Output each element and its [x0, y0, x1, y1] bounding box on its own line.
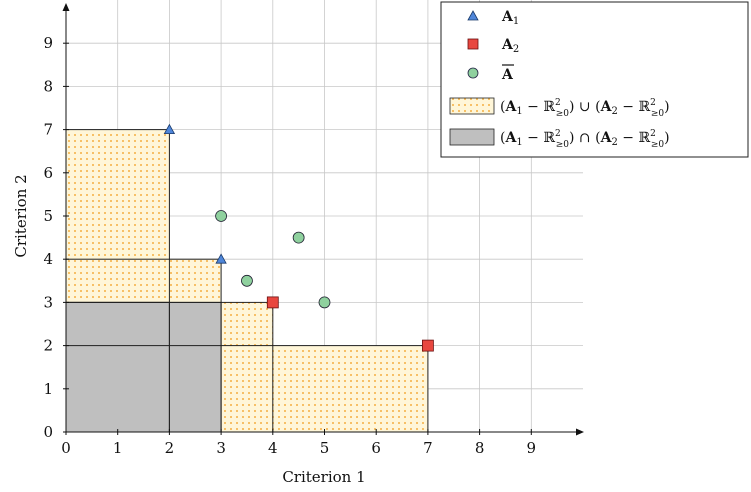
- y-tick-label: 8: [43, 77, 53, 95]
- y-tick-label: 7: [43, 121, 53, 139]
- point-abar: [215, 210, 228, 222]
- tick-labels: 0 1 2 3 4 5 6 7 8 9 0 1 2 3 4 5 6 7 8 9: [43, 34, 536, 457]
- y-axis-arrow: [62, 3, 70, 11]
- x-tick-label: 6: [371, 439, 381, 457]
- regions: [65, 129, 429, 433]
- legend-label-abar: A: [501, 67, 514, 83]
- x-tick-label: 2: [165, 439, 175, 457]
- legend: A1 A2 A (A1 − ℝ2 ≥0) ∪ (A2 − ℝ2 ≥0) (A1 − …: [440, 1, 749, 158]
- axes: [62, 3, 584, 436]
- data-points: [163, 123, 434, 352]
- legend-intersection-swatch: [449, 128, 495, 146]
- point-a2: [421, 339, 434, 352]
- legend-item-intersection: (A1 − ℝ2 ≥0) ∩ (A2 − ℝ2 ≥0): [449, 128, 670, 150]
- y-tick-label: 3: [43, 293, 53, 311]
- point-a1: [163, 123, 176, 135]
- x-tick-label: 8: [475, 439, 485, 457]
- legend-item-abar: A: [467, 64, 514, 83]
- legend-label-intersection: (A1 − ℝ2 ≥0) ∩ (A2 − ℝ2 ≥0): [500, 129, 670, 150]
- point-abar: [318, 296, 331, 309]
- y-tick-label: 1: [43, 380, 53, 398]
- x-tick-label: 3: [216, 439, 226, 457]
- point-abar: [241, 274, 253, 287]
- point-abar: [292, 231, 305, 244]
- legend-union-swatch: [449, 97, 495, 115]
- y-tick-label: 4: [43, 250, 53, 268]
- legend-item-union: (A1 − ℝ2 ≥0) ∪ (A2 − ℝ2 ≥0): [449, 97, 670, 119]
- y-tick-label: 9: [43, 34, 53, 52]
- y-tick-label: 0: [43, 423, 53, 441]
- point-a1: [215, 253, 227, 264]
- y-tick-label: 6: [43, 164, 53, 182]
- legend-square-marker: [467, 38, 479, 50]
- x-axis-arrow: [576, 428, 584, 436]
- x-tick-label: 4: [268, 439, 278, 457]
- x-tick-label: 9: [527, 439, 537, 457]
- legend-circle-marker: [467, 67, 479, 79]
- y-tick-label: 5: [43, 207, 53, 225]
- y-axis-title: Criterion 2: [12, 174, 30, 257]
- x-axis-title: Criterion 1: [282, 468, 365, 486]
- x-tick-label: 0: [61, 439, 71, 457]
- intersection-region: [66, 302, 222, 432]
- legend-triangle-marker: [467, 10, 479, 21]
- y-tick-label: 2: [43, 337, 53, 355]
- x-tick-label: 7: [423, 439, 433, 457]
- x-tick-label: 1: [113, 439, 123, 457]
- point-a2: [266, 296, 279, 309]
- legend-label-union: (A1 − ℝ2 ≥0) ∪ (A2 − ℝ2 ≥0): [500, 98, 670, 119]
- x-tick-label: 5: [320, 439, 330, 457]
